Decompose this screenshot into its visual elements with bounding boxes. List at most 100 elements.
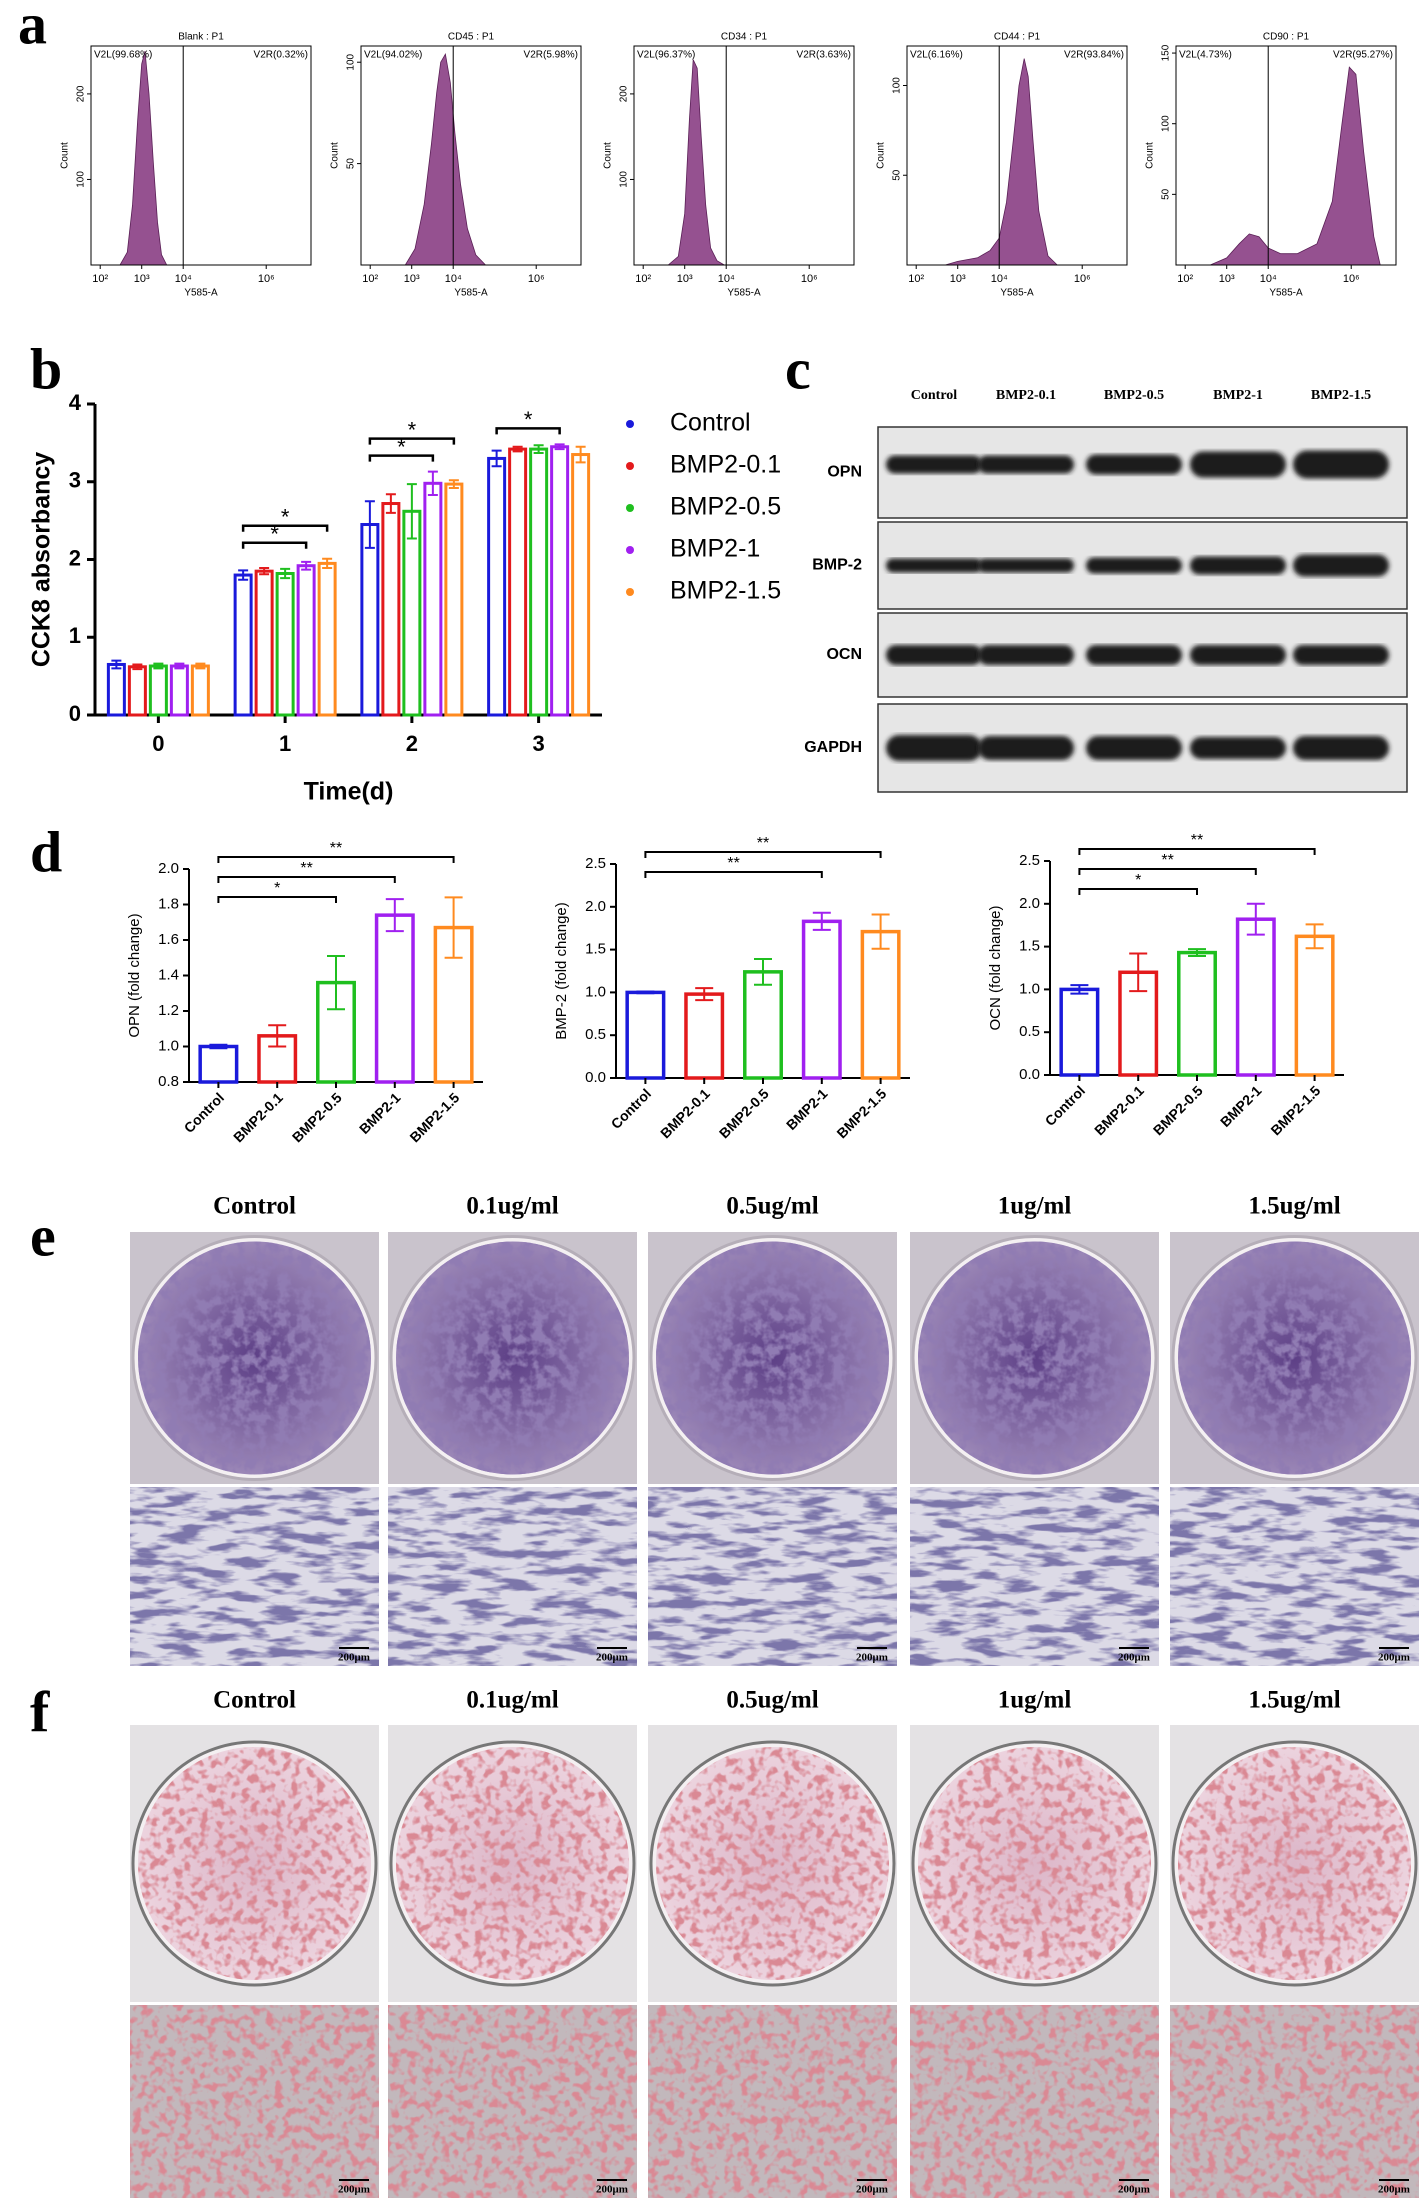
column-header: 0.5ug/ml: [726, 1687, 818, 1714]
y-tick-label: 0.5: [1019, 1023, 1040, 1040]
bar: [743, 970, 783, 1080]
blot-band: [886, 735, 982, 761]
chart-title: CD45 : P1: [448, 32, 495, 43]
micrograph-texture: [1170, 2005, 1419, 2198]
significance-label: **: [300, 860, 312, 877]
bar: [423, 481, 443, 717]
bar: [106, 662, 126, 717]
error-bar: [259, 567, 270, 576]
error-bar: [364, 500, 375, 549]
y-tick-label: 100: [76, 171, 87, 188]
micrograph-texture: [130, 2005, 379, 2198]
bar: [1294, 934, 1335, 1077]
error-bar: [1070, 984, 1089, 995]
bar: [550, 445, 570, 717]
plot-frame: [1175, 45, 1397, 266]
significance-bracket: [1078, 888, 1198, 895]
blot-row-label: OCN: [826, 646, 862, 663]
y-tick-label: 0.0: [585, 1069, 606, 1086]
y-tick-label: 0: [69, 701, 81, 726]
panel-label: d: [30, 819, 62, 884]
blot-band: [978, 736, 1074, 760]
x-axis-label: Y585-A: [1000, 288, 1034, 299]
bar: [360, 523, 380, 717]
x-tick-label: BMP2-0.1: [657, 1085, 713, 1141]
x-tick-label: 10⁴: [718, 273, 735, 285]
legend-marker: [626, 588, 634, 596]
x-tick-label: 0: [152, 731, 164, 756]
x-tick-label: BMP2-1: [1217, 1082, 1265, 1130]
y-tick-label: 2.5: [1019, 852, 1040, 869]
error-bar: [575, 445, 586, 464]
y-tick-label: 0.8: [158, 1073, 179, 1090]
well-texture: [918, 1747, 1151, 1980]
well-texture: [918, 1241, 1151, 1475]
scale-bar-label: 200μm: [856, 2184, 888, 2196]
error-bar: [512, 445, 523, 453]
significance-label: *: [408, 417, 417, 442]
y-tick-label: 100: [346, 53, 357, 70]
x-tick-label: 10⁴: [175, 273, 192, 285]
bar: [487, 456, 507, 717]
bar: [508, 447, 528, 717]
histogram-area: [667, 59, 726, 266]
y-tick-label: 2.5: [585, 855, 606, 872]
gate-label: V2R(3.63%): [797, 50, 851, 61]
histogram-area: [404, 52, 487, 266]
y-tick-label: 1.0: [1019, 980, 1040, 997]
y-axis-label: Count: [60, 142, 71, 169]
blot-band: [1086, 645, 1182, 665]
error-bar: [754, 958, 772, 986]
error-bar: [209, 1043, 228, 1050]
x-tick-label: 10³: [950, 273, 966, 285]
chart-title: Blank : P1: [178, 32, 224, 43]
blot-band: [1293, 736, 1389, 760]
well-texture: [1178, 1241, 1411, 1475]
error-bar: [448, 479, 459, 489]
blot-band: [886, 558, 982, 573]
bar: [127, 665, 147, 717]
bar: [1235, 917, 1276, 1077]
y-tick-label: 1.0: [585, 983, 606, 1000]
gate-label: V2L(6.16%): [910, 50, 963, 61]
scale-bar-label: 200μm: [1118, 2184, 1150, 2196]
scale-bar-label: 200μm: [856, 1652, 888, 1664]
error-bar: [636, 990, 655, 995]
y-tick-label: 2.0: [585, 898, 606, 915]
column-header: 1ug/ml: [998, 1193, 1072, 1220]
x-tick-label: 10³: [677, 273, 693, 285]
x-tick-label: 10³: [134, 273, 150, 285]
x-tick-label: Control: [181, 1089, 228, 1136]
significance-bracket: [217, 896, 337, 903]
histogram-area: [1210, 66, 1381, 266]
panel-label: e: [30, 1203, 56, 1268]
y-tick-label: 200: [76, 85, 87, 102]
micrograph-texture: [910, 1487, 1159, 1666]
well-texture: [138, 1241, 371, 1475]
x-tick-label: BMP2-0.1: [1091, 1082, 1147, 1138]
y-tick-label: 0.0: [1019, 1066, 1040, 1083]
error-bar: [238, 569, 249, 581]
blot-column-label: BMP2-1.5: [1311, 388, 1371, 403]
column-header: 1.5ug/ml: [1248, 1687, 1340, 1714]
legend-label: Control: [670, 409, 751, 437]
column-header: 0.5ug/ml: [726, 1193, 818, 1220]
blot-column-label: BMP2-0.1: [996, 388, 1056, 403]
x-tick-label: 10⁶: [528, 273, 545, 285]
bar: [860, 929, 901, 1080]
scale-bar-label: 200μm: [1378, 1652, 1410, 1664]
x-tick-label: BMP2-1: [356, 1089, 404, 1137]
well-texture: [656, 1241, 889, 1475]
well-texture: [396, 1747, 629, 1980]
error-bar: [812, 911, 831, 931]
x-tick-label: BMP2-0.5: [289, 1089, 345, 1145]
bar: [233, 573, 253, 717]
blot-band: [1293, 554, 1389, 577]
significance-label: *: [274, 880, 280, 897]
y-axis-label: BMP-2 (fold change): [553, 902, 570, 1040]
blot-band: [1190, 451, 1286, 478]
x-tick-label: 10⁶: [1074, 273, 1091, 285]
bar: [275, 571, 295, 717]
x-axis-label: Time(d): [304, 778, 394, 806]
